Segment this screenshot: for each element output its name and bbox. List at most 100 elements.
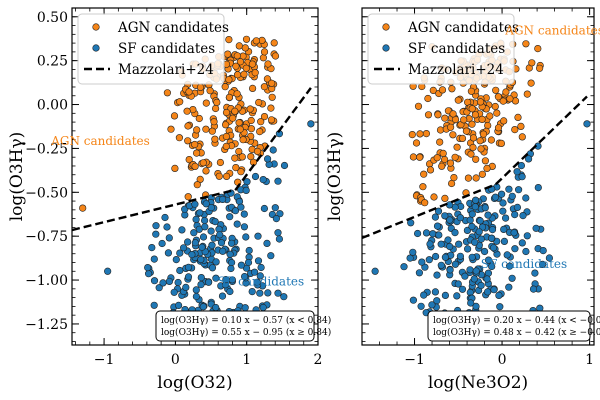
agn-point (202, 125, 210, 133)
sf-point (241, 273, 249, 281)
sf-point (441, 253, 450, 261)
sf-point (409, 248, 417, 256)
agn-point (494, 124, 503, 132)
sf-point (522, 194, 530, 202)
agn-point (175, 134, 183, 142)
sf-point (441, 212, 449, 220)
sf-point (484, 269, 493, 277)
sf-point (207, 227, 215, 235)
sf-point (437, 261, 445, 269)
agn-point (259, 54, 268, 62)
agn-point (208, 127, 216, 135)
agn-point (441, 155, 449, 164)
sf-point (144, 264, 152, 272)
agn-point (263, 75, 272, 83)
agn-point (264, 60, 272, 68)
sf-point (256, 289, 264, 297)
sf-point (538, 260, 547, 269)
agn-point (193, 181, 201, 189)
agn-point (448, 85, 456, 93)
agn-point (260, 112, 269, 121)
legend-box (367, 13, 515, 85)
sf-point (197, 274, 205, 282)
sf-point (190, 229, 198, 237)
agn-point (252, 37, 260, 45)
agn-point (453, 143, 461, 151)
sf-point (483, 275, 491, 283)
sf-point (415, 269, 424, 277)
sf-point (264, 289, 272, 297)
agn-point (517, 122, 525, 130)
sf-point (208, 241, 216, 249)
sf-point (522, 247, 530, 256)
sf-point (431, 288, 440, 296)
agn-point (222, 132, 230, 141)
agn-point (460, 116, 468, 124)
sf-point (529, 285, 538, 293)
sf-point (461, 272, 469, 280)
legend-marker (382, 23, 390, 31)
sf-point (441, 291, 450, 300)
agn-point (215, 172, 223, 180)
agn-point (408, 131, 416, 139)
annotation-layer: AGN candidates SF candidates (50, 134, 304, 288)
agn-point (439, 149, 447, 157)
agn-point (202, 99, 210, 107)
sf-point (498, 190, 506, 198)
sf-point (198, 243, 206, 251)
agn-point (210, 118, 218, 126)
sf-point (231, 207, 240, 215)
mazzolari-line-segment (361, 183, 497, 240)
sf-point (163, 223, 171, 231)
y-tick-label: −1.25 (25, 317, 68, 333)
sf-point (212, 303, 220, 312)
agn-point (472, 155, 480, 163)
fit-line-layer (71, 87, 312, 232)
sf-point (453, 292, 461, 300)
sf-point (484, 211, 492, 219)
sf-point (280, 293, 288, 301)
sf-point (511, 245, 519, 253)
agn-point (468, 120, 476, 128)
agn-point (206, 87, 214, 95)
agn-point (464, 174, 473, 182)
agn-point (494, 93, 503, 101)
agn-point (472, 174, 480, 182)
sf-point (207, 204, 215, 212)
sf-point (260, 204, 269, 213)
agn-point (483, 164, 491, 172)
sf-point (467, 299, 475, 307)
agn-point (412, 139, 421, 147)
agn-point (416, 153, 424, 161)
sf-point (152, 222, 160, 230)
sf-point (227, 264, 235, 273)
agn-point (191, 162, 199, 170)
agn-point (247, 153, 255, 161)
agn-point (242, 64, 250, 72)
sf-point (307, 120, 315, 128)
agn-point (231, 107, 239, 115)
sf-point (502, 214, 510, 222)
sf-point (158, 239, 166, 248)
agn-point (257, 118, 265, 126)
agn-point (514, 113, 522, 121)
agn-point (511, 126, 519, 134)
sf-point (409, 296, 418, 304)
sf-point (475, 228, 483, 236)
fit-equation: log(O3Hγ) = 0.10 x − 0.57 (x < 0.84) (161, 315, 331, 326)
sf-point (182, 283, 190, 292)
sf-point (495, 291, 503, 300)
agn-point (241, 44, 249, 52)
sf-point (488, 234, 496, 242)
sf-point (481, 204, 489, 212)
fit-equation: log(O3Hγ) = 0.48 x − 0.42 (x ≥ −0.07) (433, 327, 600, 338)
sf-point (524, 155, 533, 163)
sf-point (205, 278, 213, 286)
sf-point (152, 230, 160, 238)
agn-point (225, 75, 233, 84)
y-tick-label: 0.00 (37, 98, 68, 114)
agn-point (213, 98, 221, 106)
sf-point (216, 231, 224, 239)
agn-point (223, 172, 231, 180)
sf-point (471, 203, 479, 211)
